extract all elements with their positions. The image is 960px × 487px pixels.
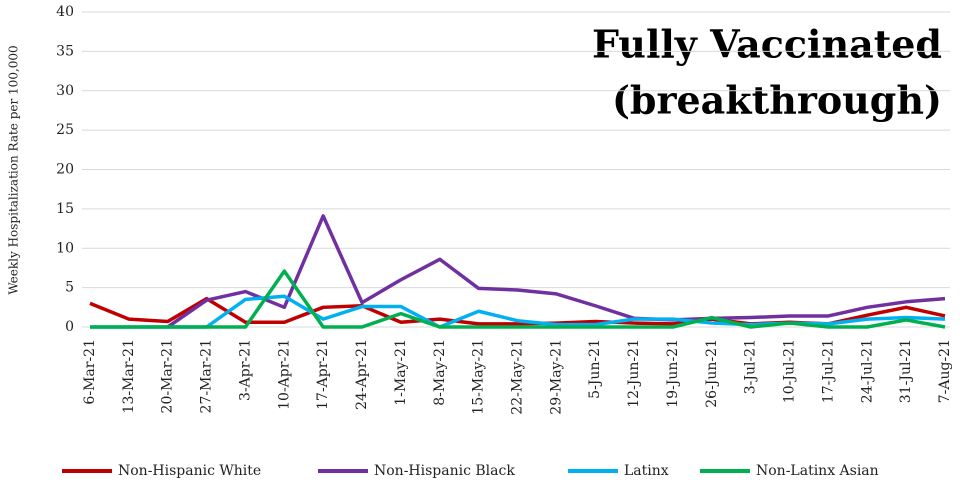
y-tick-label: 0 xyxy=(65,319,74,335)
y-tick-label: 35 xyxy=(56,43,74,59)
y-tick-label: 20 xyxy=(56,162,74,178)
x-tick-label: 13-Mar-21 xyxy=(121,339,137,413)
series-line xyxy=(90,269,946,329)
series-line xyxy=(90,294,946,329)
x-tick-label: 8-May-21 xyxy=(432,339,448,406)
legend-label: Non-Latinx Asian xyxy=(756,463,879,479)
y-tick-label: 15 xyxy=(56,201,74,217)
legend-label: Non-Hispanic White xyxy=(118,463,261,479)
x-tick-label: 17-Apr-21 xyxy=(315,339,331,410)
x-tick-label: 3-Jul-21 xyxy=(743,339,759,394)
x-tick-label: 27-Mar-21 xyxy=(199,339,215,413)
x-tick-label: 5-Jun-21 xyxy=(587,339,603,399)
x-tick-label: 29-May-21 xyxy=(548,339,564,415)
x-tick-label: 19-Jun-21 xyxy=(665,339,681,408)
y-tick-label: 40 xyxy=(56,4,74,20)
x-tick-label: 10-Apr-21 xyxy=(276,339,292,410)
x-tick-label: 6-Mar-21 xyxy=(82,339,98,405)
x-tick-label: 1-May-21 xyxy=(393,339,409,406)
x-tick-label: 26-Jun-21 xyxy=(704,339,720,408)
x-tick-label: 20-Mar-21 xyxy=(160,339,176,413)
y-tick-label: 10 xyxy=(56,240,74,256)
chart-title: Fully Vaccinated xyxy=(592,22,942,67)
x-tick-label: 31-Jul-21 xyxy=(898,339,914,403)
legend-label: Latinx xyxy=(624,463,669,479)
series-line xyxy=(166,214,946,329)
legend-label: Non-Hispanic Black xyxy=(374,463,515,479)
y-tick-label: 30 xyxy=(56,83,74,99)
x-tick-label: 3-Apr-21 xyxy=(237,339,253,401)
x-tick-label: 10-Jul-21 xyxy=(782,339,798,403)
x-tick-label: 12-Jun-21 xyxy=(626,339,642,408)
chart-subtitle: (breakthrough) xyxy=(612,78,942,123)
x-tick-label: 24-Jul-21 xyxy=(859,339,875,403)
x-tick-label: 17-Jul-21 xyxy=(820,339,836,403)
x-tick-label: 15-May-21 xyxy=(471,339,487,415)
x-tick-label: 24-Apr-21 xyxy=(354,339,370,410)
x-tick-label: 7-Aug-21 xyxy=(937,339,953,403)
x-tick-label: 22-May-21 xyxy=(510,339,526,415)
y-tick-label: 25 xyxy=(56,122,74,138)
y-tick-label: 5 xyxy=(65,280,74,296)
y-axis-label: Weekly Hospitalization Rate per 100,000 xyxy=(7,45,21,294)
